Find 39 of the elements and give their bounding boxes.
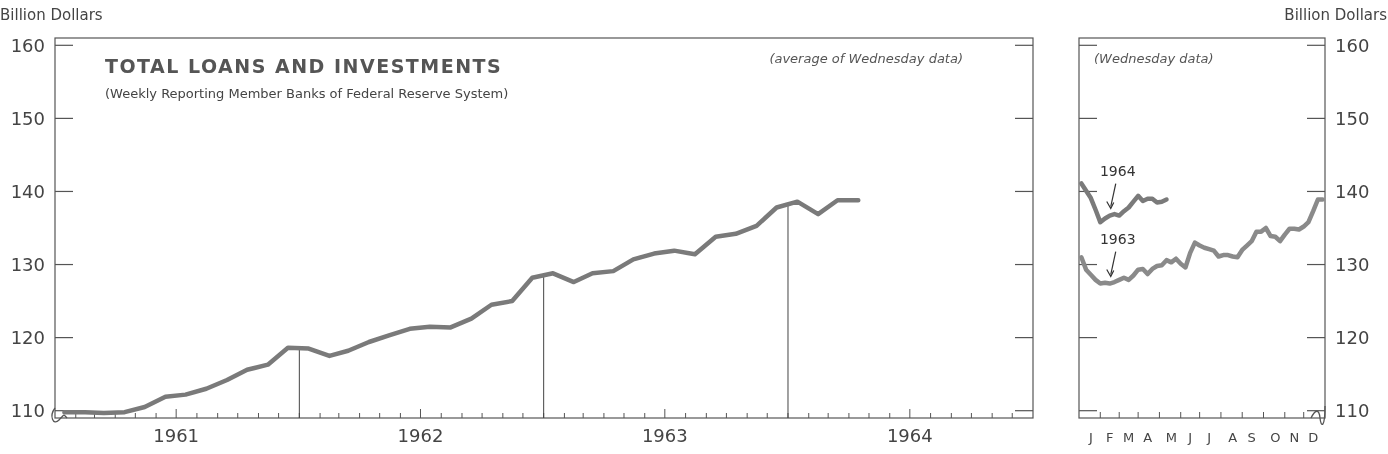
line-series bbox=[62, 197, 861, 416]
x-tick-label: N bbox=[1289, 430, 1300, 445]
text: TOTAL LOANS AND INVESTMENTS bbox=[105, 55, 503, 77]
text: (Weekly Reporting Member Banks of Federal Reserve System) bbox=[105, 86, 509, 101]
y2-tick-label: 120 bbox=[1335, 326, 1370, 348]
y2-tick-label: 150 bbox=[1335, 107, 1370, 129]
annotation: (average of Wednesday data) bbox=[769, 51, 963, 66]
x-tick-label: S bbox=[1247, 430, 1256, 445]
x-tick-label: 1964 bbox=[886, 425, 933, 446]
y-tick-label: 120 bbox=[10, 326, 45, 348]
y2-tick-label: 130 bbox=[1335, 253, 1370, 275]
y2-tick-label: 140 bbox=[1335, 180, 1370, 202]
x-tick-label: A bbox=[1143, 430, 1153, 445]
y2-tick-label: 110 bbox=[1335, 399, 1370, 421]
x-tick-label: A bbox=[1228, 430, 1238, 445]
x-tick-label: J bbox=[1206, 430, 1212, 445]
x-tick-label: M bbox=[1123, 430, 1135, 445]
x-tick-label: 1963 bbox=[641, 425, 688, 446]
y2-tick-label: 160 bbox=[1335, 34, 1370, 56]
y-axis-title: Billion Dollars bbox=[0, 6, 103, 24]
y-tick-label: 150 bbox=[10, 107, 45, 129]
y-tick-label: 140 bbox=[10, 180, 45, 202]
y2-axis-title: Billion Dollars bbox=[1284, 6, 1388, 24]
x-tick-label: O bbox=[1270, 430, 1281, 445]
x-tick-label: D bbox=[1308, 430, 1319, 445]
x-tick-label: J bbox=[1187, 430, 1193, 445]
x-tick-label: J bbox=[1087, 430, 1093, 445]
line-series bbox=[1079, 197, 1325, 286]
x-tick-label: F bbox=[1106, 430, 1114, 445]
y-tick-label: 160 bbox=[10, 34, 45, 56]
y-tick-label: 130 bbox=[10, 253, 45, 275]
y-tick-label: 110 bbox=[10, 399, 45, 421]
annotation: 1964 bbox=[1099, 162, 1136, 179]
line-series bbox=[1079, 181, 1169, 225]
x-tick-label: M bbox=[1165, 430, 1177, 445]
x-tick-label: 1962 bbox=[397, 425, 444, 446]
annotation: 1963 bbox=[1099, 230, 1136, 247]
annotation: (Wednesday data) bbox=[1094, 51, 1214, 66]
x-tick-label: 1961 bbox=[153, 425, 200, 446]
